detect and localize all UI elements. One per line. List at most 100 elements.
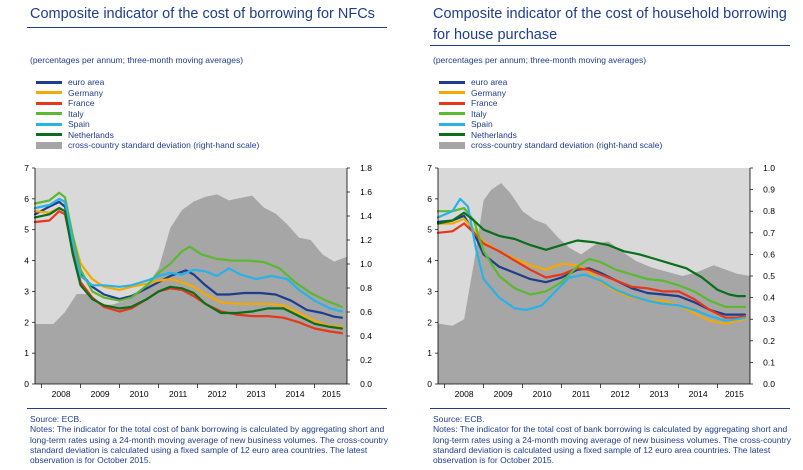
series-line-spain [436, 197, 746, 322]
legend-item: Spain [439, 119, 662, 130]
y-tick-label-right: 0.8 [763, 206, 775, 216]
legend-item: Netherlands [439, 130, 662, 141]
legend-item: Italy [36, 109, 259, 120]
std-dev-area [438, 183, 750, 384]
y-tick-label-left: 4 [427, 256, 432, 266]
chart-title: Composite indicator of the cost of house… [433, 6, 787, 43]
series-line-euro-area [436, 214, 746, 316]
legend-item: France [36, 98, 259, 109]
y-tick-label-right: 0.9 [763, 185, 775, 195]
legend-swatch [439, 133, 465, 137]
y-tick-label-right: 0.5 [763, 271, 775, 281]
x-tick-label: 2009 [91, 389, 110, 399]
y-tick-label-left: 2 [24, 317, 29, 327]
legend-label: Spain [68, 119, 90, 129]
y-tick-label-right: 1.6 [360, 187, 372, 197]
legend-swatch [36, 122, 62, 126]
y-tick-label-left: 1 [427, 348, 432, 358]
legend-swatch [36, 112, 62, 116]
x-tick-label: 2015 [322, 389, 341, 399]
legend-label: Germany [68, 87, 103, 98]
legend-item: Spain [36, 119, 259, 130]
legend-item: Germany [36, 88, 259, 99]
y-tick-label-left: 7 [427, 163, 432, 173]
x-tick-label: 2011 [572, 389, 591, 399]
y-tick-label-right: 1.4 [360, 211, 372, 221]
y-tick-label-right: 0.0 [763, 379, 775, 389]
legend-label: Netherlands [68, 129, 114, 140]
legend-item: cross-country standard deviation (right-… [36, 140, 259, 151]
x-tick-label: 2009 [494, 389, 513, 399]
series-line-italy [33, 191, 343, 308]
legend-label: Spain [471, 119, 493, 129]
series-line-netherlands [436, 211, 746, 298]
y-tick-label-right: 1.8 [360, 163, 372, 173]
y-tick-label-left: 2 [427, 317, 432, 327]
legend-label: Italy [68, 108, 84, 119]
notes-text: Notes: The indicator for the total cost … [433, 424, 791, 466]
x-tick-label: 2012 [208, 389, 227, 399]
x-tick-label: 2012 [611, 389, 630, 399]
chart-title: Composite indicator of the cost of borro… [30, 6, 375, 22]
y-tick-label-left: 6 [24, 194, 29, 204]
legend-item: euro area [36, 77, 259, 88]
y-tick-label-right: 1.0 [763, 163, 775, 173]
x-tick-label: 2013 [650, 389, 669, 399]
chart-subtitle: (percentages per annum; three-month movi… [30, 55, 244, 65]
legend-swatch [36, 80, 62, 84]
series-line-netherlands [33, 207, 343, 330]
title-divider [430, 45, 790, 46]
y-tick-label-left: 1 [24, 348, 29, 358]
legend-label: France [471, 98, 498, 108]
y-tick-label-left: 0 [427, 379, 432, 389]
legend-label: euro area [68, 77, 105, 87]
x-tick-label: 2011 [169, 389, 188, 399]
x-tick-label: 2014 [689, 389, 708, 399]
legend-swatch [36, 101, 62, 105]
x-tick-label: 2008 [455, 389, 474, 399]
legend-swatch [36, 133, 62, 137]
x-tick-label: 2010 [130, 389, 149, 399]
std-dev-area [35, 194, 347, 384]
source-text: Source: ECB. [433, 414, 485, 424]
chart-legend: euro area Germany France Italy Spain Net… [439, 77, 662, 151]
legend-swatch [439, 101, 465, 105]
x-tick-label: 2013 [247, 389, 266, 399]
x-tick-label: 2014 [286, 389, 305, 399]
y-tick-label-right: 1.2 [360, 235, 372, 245]
legend-swatch [36, 141, 62, 149]
y-tick-label-right: 0.1 [763, 357, 775, 367]
y-tick-label-right: 0.4 [763, 293, 775, 303]
y-tick-label-right: 0.3 [763, 314, 775, 324]
nfc-panel: Composite indicator of the cost of borro… [0, 0, 395, 470]
chart-notes: Source: ECB. Notes: The indicator for th… [433, 414, 795, 465]
notes-divider [27, 408, 387, 409]
legend-item: Germany [439, 88, 662, 99]
legend-label: Germany [471, 87, 506, 98]
legend-item: Italy [439, 109, 662, 120]
legend-swatch [439, 141, 465, 149]
y-tick-label-right: 0.2 [763, 336, 775, 346]
series-line-italy [436, 207, 746, 308]
x-tick-label: 2010 [533, 389, 552, 399]
legend-swatch [439, 122, 465, 126]
series-line-spain [33, 197, 343, 313]
x-tick-label: 2015 [725, 389, 744, 399]
legend-item: France [439, 98, 662, 109]
chart-legend: euro area Germany France Italy Spain Net… [36, 77, 259, 151]
y-tick-label-left: 5 [427, 225, 432, 235]
legend-item: Netherlands [36, 130, 259, 141]
y-tick-label-left: 7 [24, 163, 29, 173]
legend-label: France [68, 98, 95, 108]
notes-text: Notes: The indicator for the total cost … [30, 424, 388, 466]
nfc-chart: 0 1 2 3 4 5 6 7 0.0 0.2 0.4 0.6 0.8 1.0 1.2 1.4 1.6 1.8 20… [24, 163, 372, 399]
chart-notes: Source: ECB. Notes: The indicator for th… [30, 414, 392, 465]
y-tick-label-right: 0.7 [763, 228, 775, 238]
legend-swatch [439, 91, 465, 95]
y-tick-label-left: 6 [427, 194, 432, 204]
notes-divider [430, 408, 790, 409]
household-chart: 0 1 2 3 4 5 6 7 0.0 0.1 0.2 0.3 0.4 0.5 0.6 0.7 0.8 0.9 1.… [427, 163, 775, 399]
y-tick-label-right: 0.6 [360, 307, 372, 317]
y-tick-label-left: 5 [24, 225, 29, 235]
legend-swatch [439, 80, 465, 84]
